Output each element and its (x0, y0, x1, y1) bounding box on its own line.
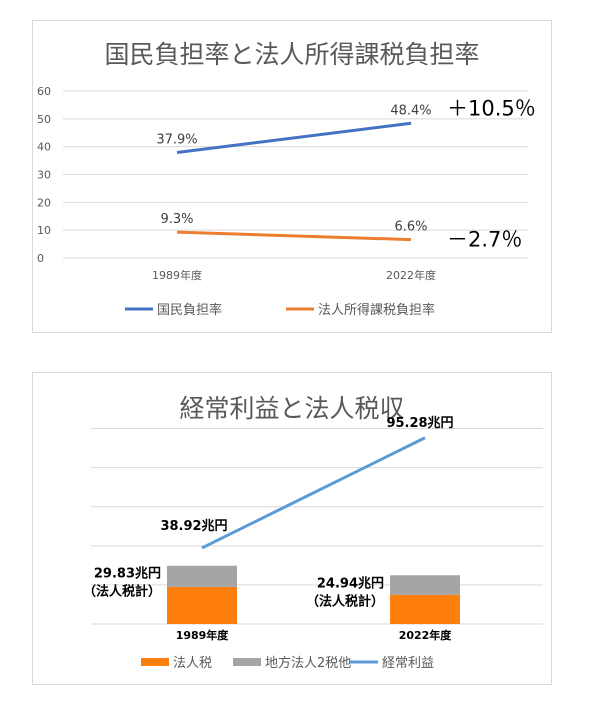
y-tick-label: 60 (37, 85, 51, 98)
y-tick-label: 10 (37, 224, 51, 237)
y-tick-label: 30 (37, 169, 51, 182)
chart-title: 経常利益と法人税収 (179, 394, 405, 423)
bar-segment (167, 565, 237, 587)
x-category-label: 1989年度 (176, 628, 230, 642)
y-tick-label: 50 (37, 113, 51, 126)
data-label: 38.92兆円 (160, 518, 227, 534)
bar-total-label: 29.83兆円 (94, 566, 161, 582)
data-label: 95.28兆円 (386, 415, 453, 431)
data-label: 48.4% (390, 103, 431, 118)
chart-panel-profit-tax: 経常利益と法人税収 1989年度 29.83兆円 （法人税計） 2022年度 24.94… (32, 372, 552, 685)
y-tick-label: 0 (37, 252, 44, 265)
bar-segment (390, 594, 460, 624)
data-label: 37.9% (156, 133, 197, 148)
profit-tax-combo-chart: 1989年度 29.83兆円 （法人税計） 2022年度 24.94兆円 （法人税計） 38… (83, 415, 543, 671)
chart-panel-burden-rates: 国民負担率と法人所得課税負担率 0 10 20 30 40 50 60 1989年度 2022年… (32, 20, 552, 333)
legend-label: 国民負担率 (157, 302, 222, 318)
legend-label: 地方法人2税他 (265, 655, 351, 671)
x-category-label: 2022年度 (386, 268, 436, 282)
series-line (201, 436, 426, 550)
legend-label: 法人所得課税負担率 (318, 302, 435, 318)
legend-label: 経常利益 (382, 656, 434, 671)
legend-swatch (233, 658, 261, 666)
bar-total-note: （法人税計） (306, 593, 384, 609)
series-line (176, 230, 412, 242)
y-tick-label: 20 (37, 196, 51, 209)
legend-label: 法人税 (173, 656, 212, 671)
change-annotation: ＋10.5％ (447, 96, 536, 120)
bar-total-note: （法人税計） (83, 584, 161, 600)
data-label: 6.6% (394, 220, 427, 235)
bar-total-label: 24.94兆円 (317, 575, 384, 591)
legend-swatch (141, 658, 169, 666)
chart-title: 国民負担率と法人所得課税負担率 (104, 40, 480, 69)
y-tick-label: 40 (37, 141, 51, 154)
change-annotation: －2.7％ (447, 228, 522, 252)
bar-segment (390, 575, 460, 595)
series-line (176, 121, 412, 155)
x-category-label: 1989年度 (152, 268, 202, 282)
burden-rate-line-chart: 0 10 20 30 40 50 60 1989年度 2022年度 37.9% 48.4% ＋10.5… (37, 85, 536, 318)
data-label: 9.3% (160, 212, 193, 227)
x-category-label: 2022年度 (399, 628, 453, 642)
bar-segment (167, 586, 237, 624)
